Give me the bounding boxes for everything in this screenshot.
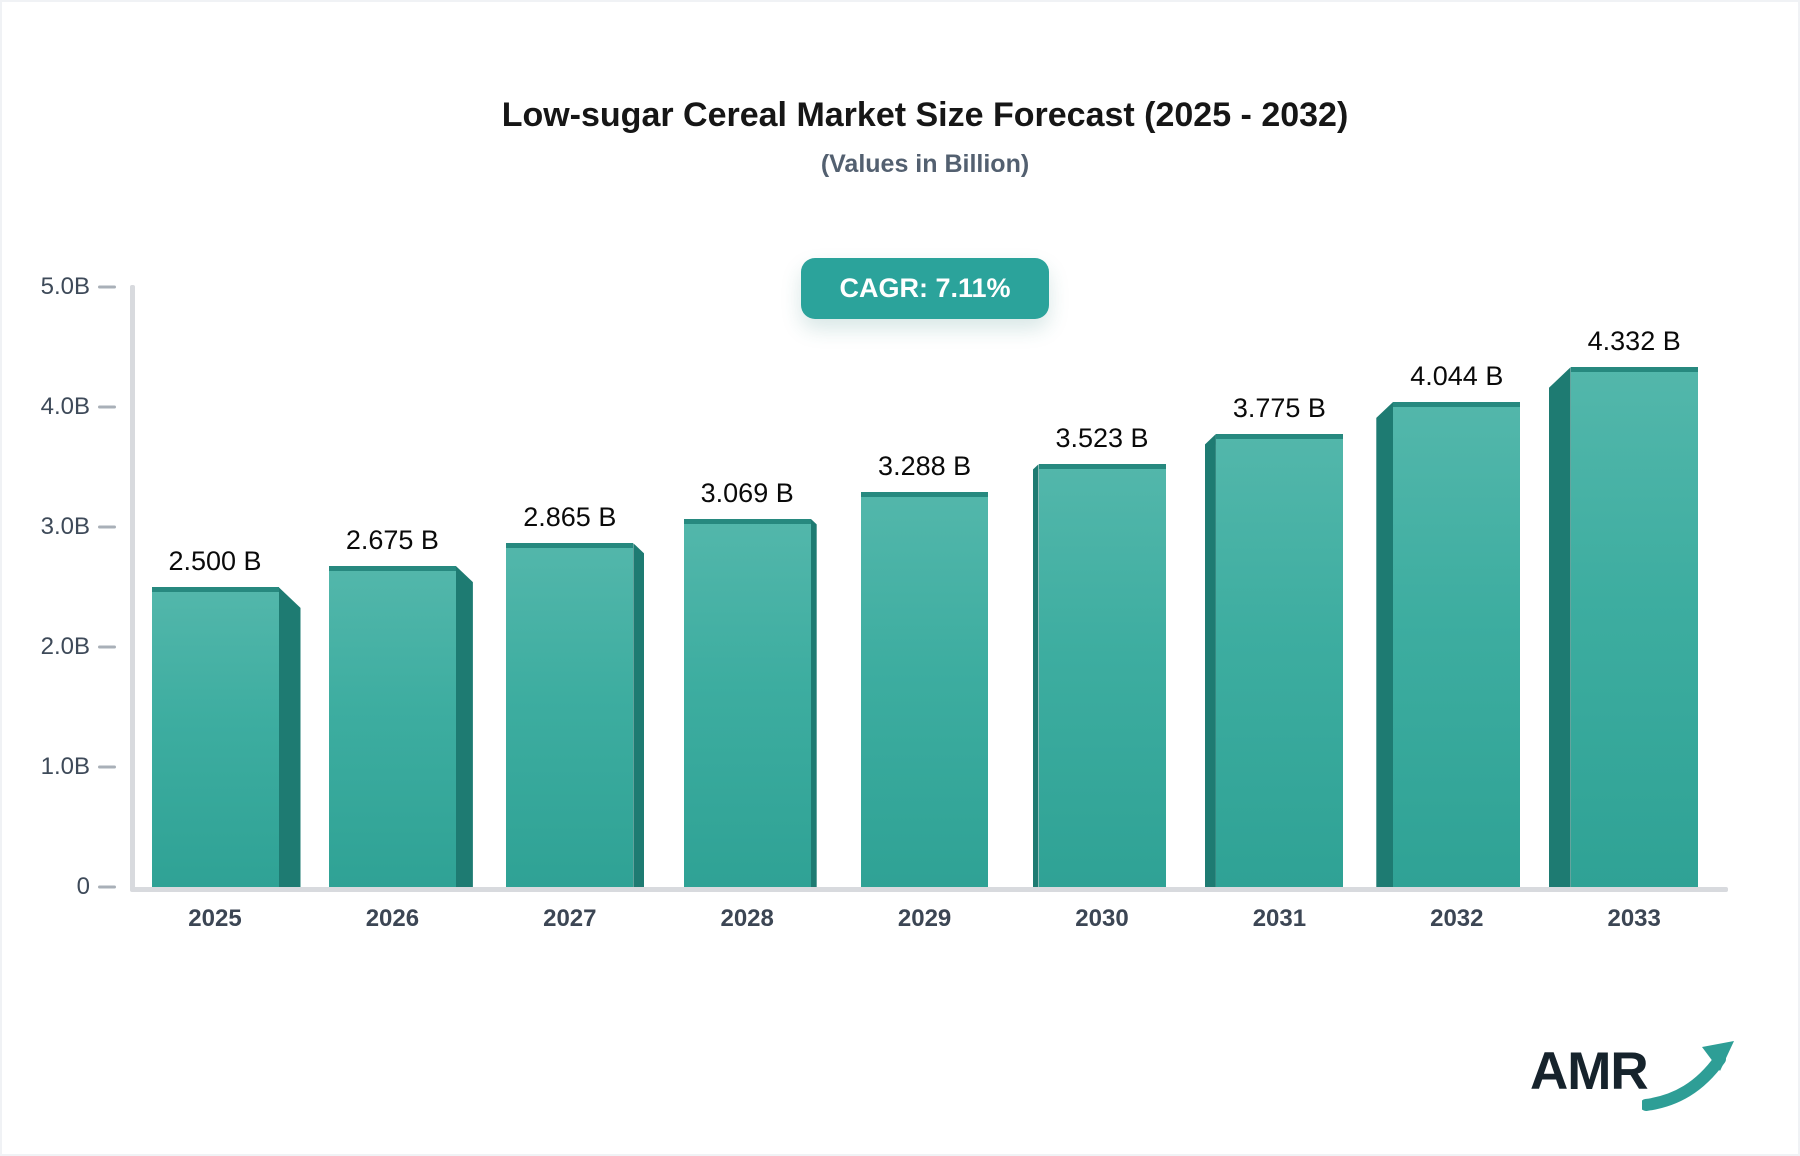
bar-value-label: 3.775 B bbox=[1232, 393, 1326, 423]
bar-value-label: 2.865 B bbox=[523, 502, 617, 533]
growth-arrow-icon bbox=[1642, 1041, 1734, 1111]
y-tick-label: 0 bbox=[76, 873, 90, 900]
x-tick-label: 2031 bbox=[1252, 905, 1307, 932]
bar bbox=[683, 518, 811, 887]
bar-top-edge bbox=[683, 518, 811, 524]
bar-value-label: 3.523 B bbox=[1055, 423, 1149, 454]
x-tick-label: 2029 bbox=[897, 905, 952, 932]
y-tick-label: 2.0B bbox=[40, 633, 90, 660]
cagr-badge: CAGR: 7.11% bbox=[801, 258, 1049, 319]
bar-side-face bbox=[455, 566, 473, 887]
bar bbox=[1038, 464, 1166, 887]
x-tick-label: 2032 bbox=[1430, 905, 1484, 932]
bar-value-label: 2.500 B bbox=[168, 546, 262, 576]
bar bbox=[1215, 434, 1343, 887]
y-axis-line bbox=[130, 285, 135, 891]
bar-value-label: 3.288 B bbox=[878, 451, 972, 482]
bar bbox=[506, 543, 634, 887]
bar-side-face bbox=[1376, 401, 1394, 887]
bar bbox=[1393, 401, 1521, 887]
amr-logo: AMR bbox=[1530, 1035, 1740, 1125]
bar bbox=[151, 587, 279, 887]
bar-value-label: 4.044 B bbox=[1410, 360, 1504, 391]
bar-value-label: 4.332 B bbox=[1587, 326, 1681, 357]
y-tick-label: 3.0B bbox=[40, 513, 90, 540]
bar-top-edge bbox=[1038, 464, 1166, 470]
bar-side-face bbox=[1032, 464, 1039, 887]
bar bbox=[1570, 367, 1698, 887]
bar-value-label: 2.675 B bbox=[345, 525, 439, 555]
y-tick-dash bbox=[98, 525, 116, 529]
y-tick-label: 1.0B bbox=[40, 753, 90, 780]
x-axis-line bbox=[130, 887, 1728, 892]
bar-side-face bbox=[1548, 367, 1571, 887]
x-tick-label: 2033 bbox=[1607, 905, 1661, 932]
x-tick-label: 2026 bbox=[365, 905, 420, 932]
cagr-badge-wrap: CAGR: 7.11% bbox=[52, 258, 1798, 319]
bar-top-edge bbox=[1215, 434, 1343, 439]
bar bbox=[328, 566, 456, 887]
bar-side-face bbox=[810, 518, 817, 887]
y-tick-dash bbox=[98, 885, 116, 889]
y-tick-label: 5.0B bbox=[40, 273, 90, 300]
chart-title: Low-sugar Cereal Market Size Forecast (2… bbox=[501, 96, 1349, 134]
bar-top-edge bbox=[506, 543, 634, 549]
bar-value-label: 3.069 B bbox=[700, 477, 794, 508]
x-tick-label: 2028 bbox=[720, 905, 774, 932]
amr-logo-text: AMR bbox=[1530, 1042, 1649, 1101]
bar-side-face bbox=[278, 587, 301, 887]
x-tick-label: 2025 bbox=[188, 905, 242, 932]
bar-top-edge bbox=[861, 492, 989, 498]
bar-top-edge bbox=[1393, 401, 1521, 407]
y-tick-label: 4.0B bbox=[40, 393, 90, 420]
bar-side-face bbox=[1204, 434, 1216, 887]
chart-subtitle: (Values in Billion) bbox=[820, 150, 1030, 178]
bar bbox=[861, 492, 989, 887]
bar-top-edge bbox=[328, 566, 456, 571]
x-tick-label: 2030 bbox=[1075, 905, 1129, 932]
x-tick-label: 2027 bbox=[543, 905, 597, 932]
bar-top-edge bbox=[1570, 367, 1698, 373]
y-tick-dash bbox=[98, 645, 116, 649]
y-tick-dash bbox=[98, 285, 116, 289]
y-tick-dash bbox=[98, 405, 116, 409]
y-tick-dash bbox=[98, 765, 116, 769]
bar-top-edge bbox=[151, 587, 279, 592]
bar-side-face bbox=[633, 543, 645, 887]
